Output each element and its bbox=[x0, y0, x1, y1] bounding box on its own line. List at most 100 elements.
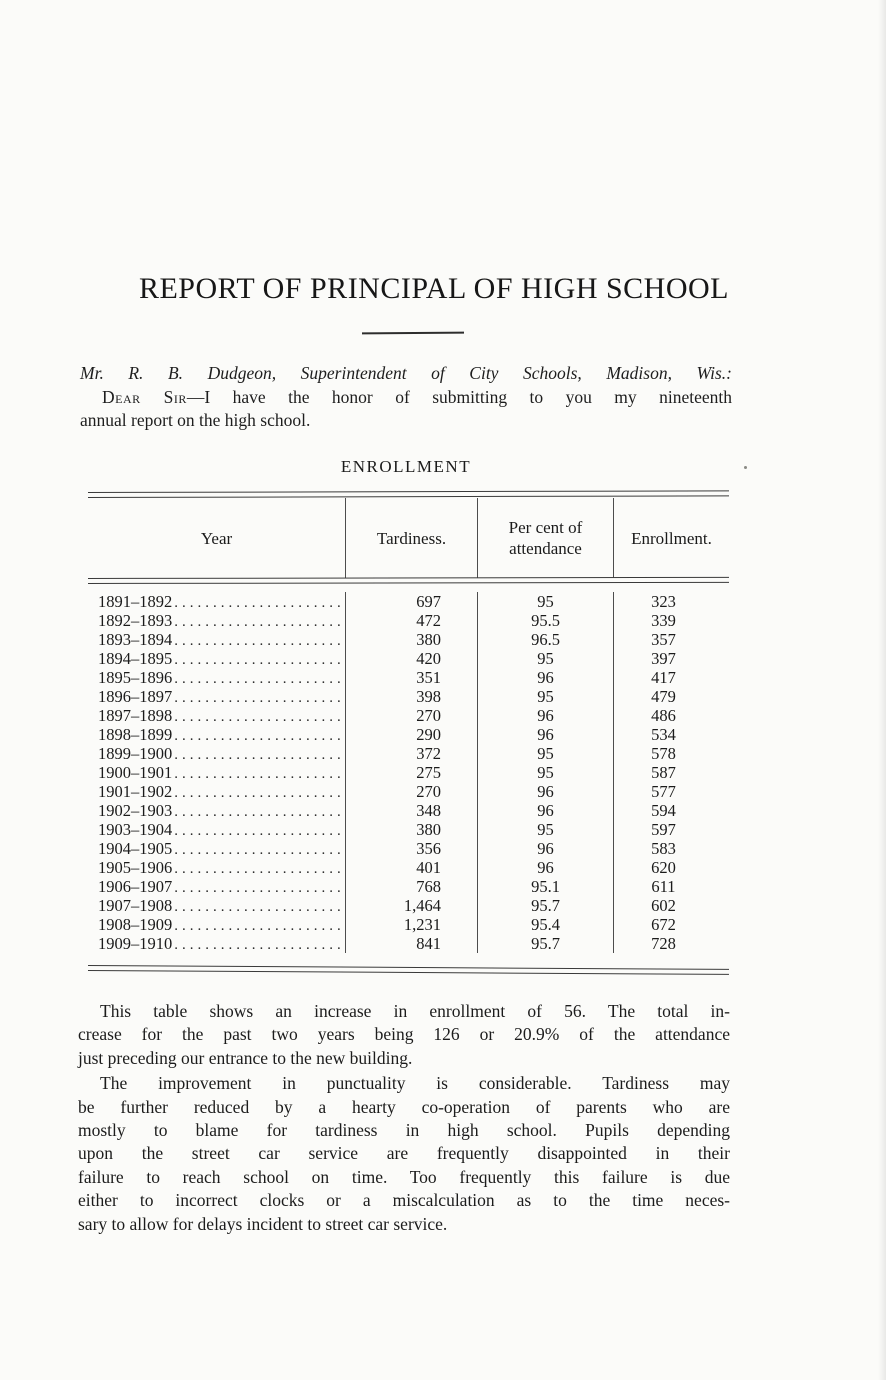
enrollment-cell: 672 bbox=[651, 915, 676, 934]
dot-leader bbox=[174, 858, 342, 879]
year-cell: 1893–1894 bbox=[88, 630, 346, 649]
year-label: 1895–1896 bbox=[98, 668, 173, 687]
year-label: 1909–1910 bbox=[98, 934, 173, 953]
enrollment-cell: 620 bbox=[651, 858, 676, 877]
attendance-cell: 95.7 bbox=[478, 934, 614, 953]
tardiness-cell: 401 bbox=[346, 858, 478, 877]
enrollment-cell: 397 bbox=[651, 649, 676, 668]
dot-leader bbox=[174, 649, 342, 670]
letter-body-line-1-text: —I have the honor of submitting to you m… bbox=[186, 386, 732, 407]
table-bottom-rule bbox=[87, 965, 730, 975]
letter-body-line-1: Dear Sir—I have the honor of submitting … bbox=[80, 386, 732, 410]
body-paragraphs: This table shows an increase in enrollme… bbox=[78, 1000, 730, 1238]
tardiness-cell: 1,464 bbox=[346, 896, 478, 915]
year-label: 1907–1908 bbox=[98, 896, 173, 915]
tardiness-cell: 398 bbox=[346, 687, 478, 706]
tardiness-cell: 1,231 bbox=[346, 915, 478, 934]
enrollment-cell: 417 bbox=[651, 668, 676, 687]
enrollment-cell: 583 bbox=[651, 839, 676, 858]
year-label: 1898–1899 bbox=[98, 725, 173, 744]
year-cell: 1891–1892 bbox=[88, 592, 346, 611]
year-cell: 1902–1903 bbox=[88, 801, 346, 820]
dot-leader bbox=[174, 801, 342, 822]
dot-leader bbox=[174, 611, 342, 632]
column-header-enrollment: Enrollment. bbox=[631, 528, 712, 548]
year-cell: 1905–1906 bbox=[88, 858, 346, 877]
year-cell: 1899–1900 bbox=[88, 744, 346, 763]
year-cell: 1906–1907 bbox=[88, 877, 346, 896]
scan-speck bbox=[744, 466, 747, 469]
tardiness-cell: 380 bbox=[346, 630, 478, 649]
year-label: 1904–1905 bbox=[98, 839, 173, 858]
dot-leader bbox=[174, 877, 342, 898]
dot-leader bbox=[174, 915, 342, 936]
dot-leader bbox=[174, 782, 342, 803]
year-cell: 1897–1898 bbox=[88, 706, 346, 725]
text-line: be further reduced by a hearty co-operat… bbox=[78, 1096, 730, 1117]
tardiness-cell: 472 bbox=[346, 611, 478, 630]
year-label: 1900–1901 bbox=[98, 763, 173, 782]
dot-leader bbox=[174, 744, 342, 765]
year-label: 1893–1894 bbox=[98, 630, 173, 649]
tardiness-cell: 275 bbox=[346, 763, 478, 782]
tardiness-cell: 372 bbox=[346, 744, 478, 763]
dot-leader bbox=[174, 687, 342, 708]
enrollment-cell: 597 bbox=[651, 820, 676, 839]
column-header-tardiness: Tardiness. bbox=[346, 498, 478, 578]
dot-leader bbox=[174, 839, 342, 860]
text-line: crease for the past two years being 126 … bbox=[78, 1024, 730, 1045]
tardiness-cell: 841 bbox=[346, 934, 478, 953]
text-line: either to incorrect clocks or a miscalcu… bbox=[78, 1190, 730, 1211]
attendance-cell: 96.5 bbox=[478, 630, 614, 649]
year-cell: 1907–1908 bbox=[88, 896, 346, 915]
year-label: 1903–1904 bbox=[98, 820, 173, 839]
dot-leader bbox=[174, 763, 342, 784]
attendance-cell: 95 bbox=[478, 744, 614, 763]
tardiness-cell: 697 bbox=[346, 592, 478, 611]
year-cell: 1904–1905 bbox=[88, 839, 346, 858]
enrollment-cell: 587 bbox=[651, 763, 676, 782]
tardiness-cell: 270 bbox=[346, 706, 478, 725]
tardiness-cell: 380 bbox=[346, 820, 478, 839]
year-cell: 1895–1896 bbox=[88, 668, 346, 687]
dot-leader bbox=[174, 934, 342, 955]
attendance-cell: 95 bbox=[478, 649, 614, 668]
year-label: 1902–1903 bbox=[98, 801, 173, 820]
table-top-rule bbox=[87, 490, 730, 498]
dot-leader bbox=[174, 592, 342, 613]
year-label: 1905–1906 bbox=[98, 858, 173, 877]
letter-greeting: Dear Sir bbox=[102, 386, 187, 407]
year-label: 1906–1907 bbox=[98, 877, 173, 896]
enrollment-cell: 486 bbox=[651, 706, 676, 725]
attendance-cell: 95.1 bbox=[478, 877, 614, 896]
year-cell: 1901–1902 bbox=[88, 782, 346, 801]
dot-leader bbox=[174, 668, 342, 689]
text-line: This table shows an increase in enrollme… bbox=[100, 1001, 730, 1021]
enrollment-cell: 479 bbox=[651, 687, 676, 706]
text-line: sary to allow for delays incident to str… bbox=[78, 1213, 448, 1234]
year-label: 1894–1895 bbox=[98, 649, 173, 668]
year-label: 1897–1898 bbox=[98, 706, 173, 725]
enrollment-cell: 357 bbox=[651, 630, 676, 649]
tardiness-cell: 351 bbox=[346, 668, 478, 687]
column-header-attendance: Per cent of attendance bbox=[478, 498, 614, 578]
paragraph: This table shows an increase in enrollme… bbox=[78, 1000, 730, 1070]
year-cell: 1903–1904 bbox=[88, 820, 346, 839]
attendance-cell: 95 bbox=[478, 687, 614, 706]
column-header-year: Year bbox=[88, 498, 346, 578]
attendance-cell: 96 bbox=[478, 858, 614, 877]
tardiness-cell: 270 bbox=[346, 782, 478, 801]
page-title: REPORT OF PRINCIPAL OF HIGH SCHOOL bbox=[138, 272, 730, 305]
section-heading-enrollment: ENROLLMENT bbox=[340, 457, 472, 476]
